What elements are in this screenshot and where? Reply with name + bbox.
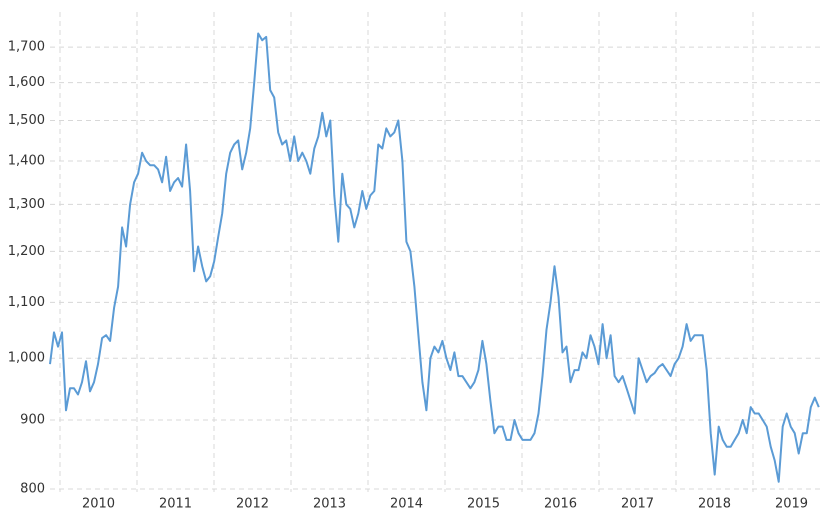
y-tick-label: 900: [20, 413, 45, 428]
x-tick-label: 2017: [621, 497, 654, 512]
x-tick-label: 2011: [159, 497, 192, 512]
x-tick-label: 2010: [82, 497, 115, 512]
y-tick-label: 1,700: [8, 40, 45, 55]
x-tick-label: 2013: [313, 497, 346, 512]
y-tick-label: 1,400: [8, 153, 45, 168]
x-tick-label: 2012: [236, 497, 269, 512]
x-tick-label: 2014: [390, 497, 423, 512]
y-tick-label: 1,500: [8, 113, 45, 128]
price-line: [49, 32, 820, 483]
x-tick-label: 2015: [467, 497, 500, 512]
y-tick-label: 1,200: [8, 244, 45, 259]
x-tick-label: 2016: [544, 497, 577, 512]
y-tick-label: 1,300: [8, 197, 45, 212]
x-tick-label: 2018: [698, 497, 731, 512]
y-tick-label: 1,000: [8, 351, 45, 366]
y-tick-label: 1,600: [8, 75, 45, 90]
y-tick-label: 1,100: [8, 295, 45, 310]
x-tick-label: 2019: [775, 497, 808, 512]
y-tick-label: 800: [20, 482, 45, 497]
